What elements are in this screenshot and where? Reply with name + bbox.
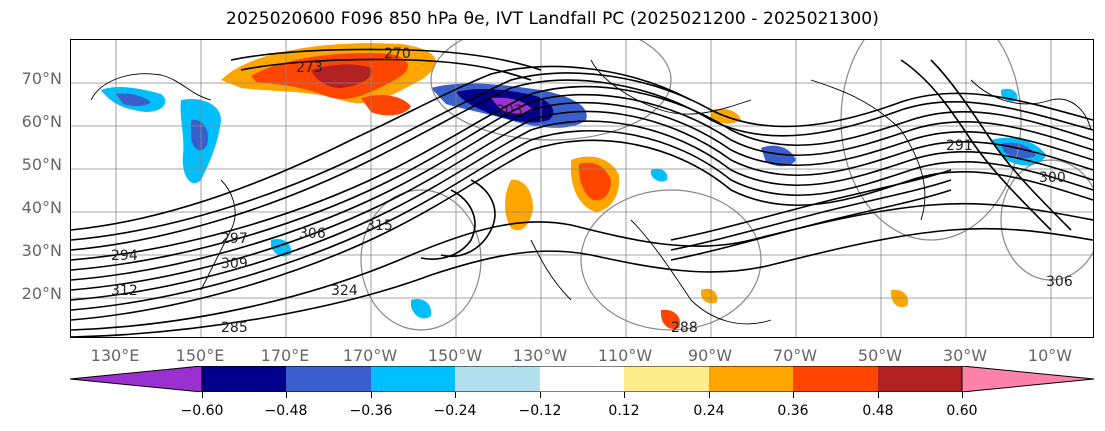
colorbar-tick: [624, 392, 625, 398]
lon-label-90w: 90°W: [687, 346, 733, 365]
lon-label-30w: 30°W: [942, 346, 988, 365]
graticule: [71, 40, 1093, 337]
colorbar-label: 0.24: [693, 403, 725, 419]
colorbar-segment: [455, 366, 540, 392]
contour-label: 315: [366, 218, 393, 234]
colorbar-tick: [202, 392, 203, 398]
lon-label-170e: 170°E: [260, 346, 310, 365]
colorbar-label: −0.24: [433, 403, 477, 419]
colorbar-label: 0.36: [777, 403, 809, 419]
colorbar-tick: [793, 392, 794, 398]
contour-label: 303: [496, 103, 523, 119]
lon-label-10w: 10°W: [1027, 346, 1073, 365]
contour-label: 309: [221, 256, 248, 272]
contour-label: 273: [296, 60, 323, 76]
lon-label-150w: 150°W: [427, 346, 483, 365]
lon-label-70w: 70°W: [772, 346, 818, 365]
theta-e-contours: [71, 48, 1093, 337]
colorbar-label: 0.12: [608, 403, 640, 419]
contour-label: 297: [221, 231, 248, 247]
lat-label-60n: 60°N: [21, 112, 62, 131]
contour-label: 300: [1039, 170, 1066, 186]
map-canvas: 270 273 297 309 306 324 312 294 303 315 …: [71, 40, 1093, 337]
colorbar-segment: [286, 366, 371, 392]
colorbar: [70, 366, 1094, 392]
colorbar-label: −0.60: [180, 403, 224, 419]
contour-label: 306: [1046, 274, 1073, 290]
colorbar-extend-high: [961, 366, 1094, 392]
colorbar-tick: [962, 392, 963, 398]
colorbar-segment: [624, 366, 709, 392]
colorbar-tick: [709, 392, 710, 398]
contour-label: 294: [111, 248, 138, 264]
colorbar-segment: [709, 366, 793, 392]
contour-label-group: 270 273 297 309 306 324 312 294 303 315 …: [111, 46, 1073, 336]
map-panel: 270 273 297 309 306 324 312 294 303 315 …: [70, 39, 1094, 338]
colorbar-label: 0.48: [862, 403, 894, 419]
colorbar-segment: [371, 366, 455, 392]
colorbar-segment: [202, 366, 286, 392]
colorbar-segment: [793, 366, 878, 392]
lon-label-170w: 170°W: [342, 346, 398, 365]
contour-label: 288: [671, 320, 698, 336]
lon-label-130e: 130°E: [90, 346, 140, 365]
lon-label-130w: 130°W: [512, 346, 568, 365]
contour-label: 291: [946, 138, 973, 154]
lon-label-50w: 50°W: [857, 346, 903, 365]
colorbar-label: −0.36: [349, 403, 393, 419]
map-title: 2025020600 F096 850 hPa θe, IVT Landfall…: [226, 9, 879, 29]
lat-label-50n: 50°N: [21, 155, 62, 174]
contour-label: 312: [111, 283, 138, 299]
contour-label: 270: [384, 46, 411, 62]
lon-label-150e: 150°E: [175, 346, 225, 365]
colorbar-tick: [455, 392, 456, 398]
lat-label-70n: 70°N: [21, 69, 62, 88]
colorbar-tick: [878, 392, 879, 398]
colorbar-extend-low: [70, 366, 203, 392]
colorbar-segment: [878, 366, 962, 392]
contour-label: 285: [221, 320, 248, 336]
colorbar-segment: [540, 366, 624, 392]
lat-label-30n: 30°N: [21, 241, 62, 260]
colorbar-label: −0.12: [518, 403, 562, 419]
colorbar-tick: [371, 392, 372, 398]
contour-label: 306: [299, 226, 326, 242]
colorbar-tick: [286, 392, 287, 398]
colorbar-label: −0.48: [264, 403, 308, 419]
lat-label-40n: 40°N: [21, 198, 62, 217]
lon-label-110w: 110°W: [597, 346, 653, 365]
colorbar-label: 0.60: [946, 403, 978, 419]
colorbar-tick: [540, 392, 541, 398]
contour-label: 324: [331, 283, 358, 299]
lat-label-20n: 20°N: [21, 284, 62, 303]
